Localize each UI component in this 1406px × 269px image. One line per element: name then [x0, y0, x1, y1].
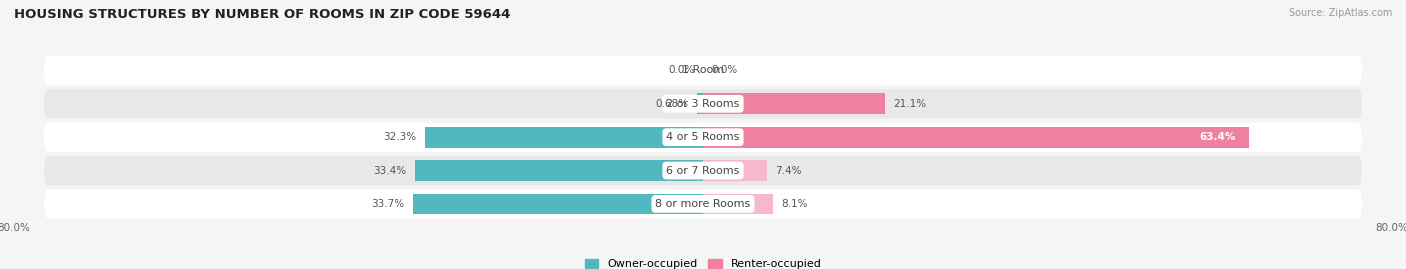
FancyBboxPatch shape — [44, 122, 1362, 152]
Legend: Owner-occupied, Renter-occupied: Owner-occupied, Renter-occupied — [581, 254, 825, 269]
Text: 1 Room: 1 Room — [682, 65, 724, 76]
Text: 4 or 5 Rooms: 4 or 5 Rooms — [666, 132, 740, 142]
Text: HOUSING STRUCTURES BY NUMBER OF ROOMS IN ZIP CODE 59644: HOUSING STRUCTURES BY NUMBER OF ROOMS IN… — [14, 8, 510, 21]
Text: 8.1%: 8.1% — [782, 199, 808, 209]
FancyBboxPatch shape — [44, 189, 1362, 219]
Text: 8 or more Rooms: 8 or more Rooms — [655, 199, 751, 209]
Text: 7.4%: 7.4% — [775, 165, 801, 176]
FancyBboxPatch shape — [44, 56, 1362, 85]
Text: 0.68%: 0.68% — [655, 99, 689, 109]
FancyBboxPatch shape — [44, 156, 1362, 185]
Text: 0.0%: 0.0% — [668, 65, 695, 76]
Text: 21.1%: 21.1% — [893, 99, 927, 109]
Text: 32.3%: 32.3% — [382, 132, 416, 142]
Text: 6 or 7 Rooms: 6 or 7 Rooms — [666, 165, 740, 176]
Text: 0.0%: 0.0% — [711, 65, 738, 76]
Text: 33.4%: 33.4% — [374, 165, 406, 176]
Bar — [697, 94, 703, 114]
Bar — [413, 194, 703, 214]
Text: 2 or 3 Rooms: 2 or 3 Rooms — [666, 99, 740, 109]
FancyBboxPatch shape — [44, 89, 1362, 119]
Text: 63.4%: 63.4% — [1199, 132, 1236, 142]
Text: Source: ZipAtlas.com: Source: ZipAtlas.com — [1288, 8, 1392, 18]
Bar — [415, 160, 703, 181]
Bar — [703, 194, 773, 214]
Bar — [703, 160, 766, 181]
Bar — [703, 94, 884, 114]
Bar — [425, 127, 703, 147]
Bar — [703, 127, 1249, 147]
Text: 33.7%: 33.7% — [371, 199, 404, 209]
